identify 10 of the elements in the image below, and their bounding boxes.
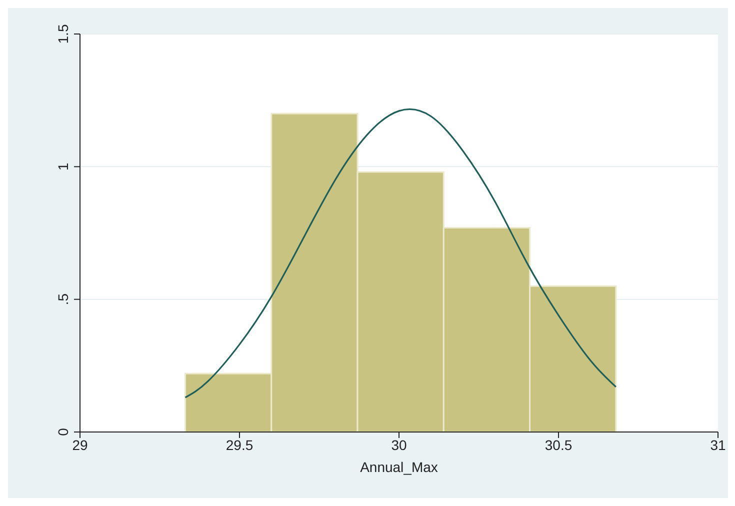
x-tick-label: 30 (391, 436, 407, 453)
y-tick-label: .5 (55, 293, 71, 306)
x-axis-title: Annual_Max (360, 459, 438, 475)
x-tick-label: 29 (72, 436, 88, 453)
y-tick-label: 1 (55, 162, 71, 171)
y-tick-label: 0 (55, 428, 71, 436)
y-tick-label: 1.5 (55, 24, 71, 44)
x-tick-label: 29.5 (226, 436, 254, 453)
x-tick-label: 31 (710, 436, 726, 453)
x-tick-label: 30.5 (544, 436, 572, 453)
